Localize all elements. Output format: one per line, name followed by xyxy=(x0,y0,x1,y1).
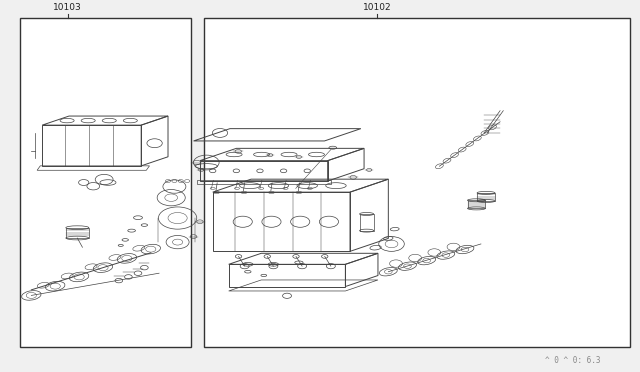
Bar xyxy=(204,18,630,347)
Bar xyxy=(467,200,485,208)
Bar xyxy=(477,193,495,201)
Bar xyxy=(20,18,191,347)
Bar xyxy=(360,214,374,231)
Text: 10103: 10103 xyxy=(53,3,82,12)
Text: 10102: 10102 xyxy=(363,3,392,12)
Text: ^ 0 ^ 0: 6.3: ^ 0 ^ 0: 6.3 xyxy=(545,356,600,365)
Bar xyxy=(66,228,89,238)
